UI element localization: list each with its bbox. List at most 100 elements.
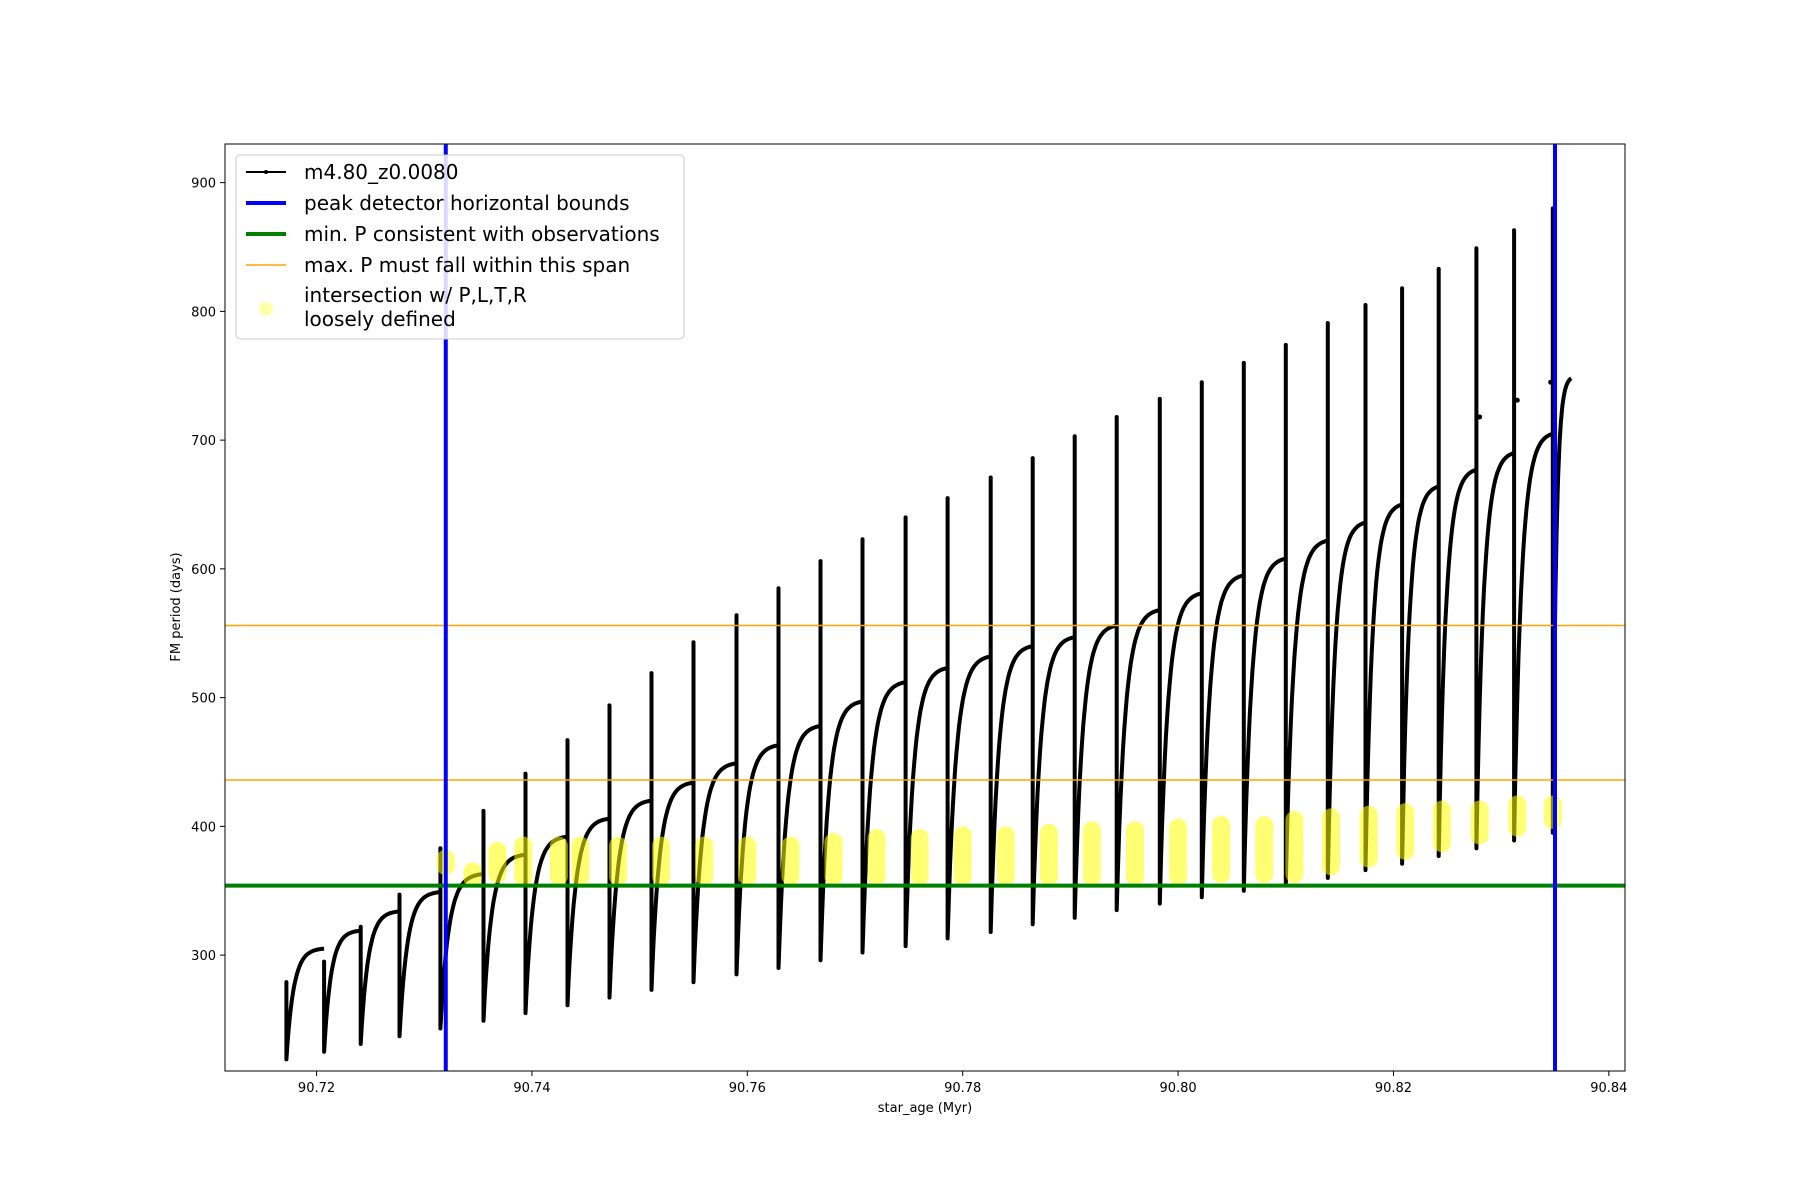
pulse-cycle-curve bbox=[903, 517, 949, 949]
y-tick-label: 900 bbox=[191, 177, 216, 192]
pulse-spike-marker bbox=[1072, 434, 1077, 439]
x-tick-label: 90.72 bbox=[298, 1081, 335, 1096]
y-axis: 300 400 500 600 700 800 900 bbox=[191, 177, 225, 964]
pulse-cycle-curve bbox=[358, 909, 401, 1046]
pulse-spike-marker bbox=[988, 475, 993, 480]
pulse-cycle-curve bbox=[607, 705, 653, 1000]
legend-swatch-intersection bbox=[259, 302, 273, 316]
intersection-marker bbox=[1285, 810, 1304, 884]
pulse-cycle-curve bbox=[1436, 268, 1478, 858]
x-tick-label: 90.78 bbox=[944, 1081, 981, 1096]
intersection-marker bbox=[1470, 800, 1489, 845]
cycle-top-marker bbox=[1514, 397, 1520, 403]
y-tick-label: 500 bbox=[191, 692, 216, 707]
pulse-cycle-curve bbox=[1199, 382, 1245, 900]
legend-swatch-main-marker bbox=[264, 170, 268, 174]
intersection-marker bbox=[488, 841, 507, 884]
pulse-spike-marker bbox=[1030, 456, 1035, 461]
pulse-spike-marker bbox=[322, 959, 327, 964]
pulse-cycle-curve bbox=[1072, 436, 1118, 920]
x-tick-label: 90.84 bbox=[1590, 1081, 1627, 1096]
intersection-marker bbox=[652, 836, 671, 886]
pulse-spike-marker bbox=[1199, 380, 1204, 385]
y-tick-label: 300 bbox=[191, 949, 216, 964]
pulse-spike-marker bbox=[1241, 360, 1246, 365]
intersection-marker bbox=[1212, 816, 1231, 884]
intersection-marker bbox=[1322, 808, 1340, 876]
intersection-marker bbox=[910, 828, 929, 886]
pulse-cycle-curve bbox=[397, 890, 442, 1039]
x-tick-label: 90.76 bbox=[729, 1081, 766, 1096]
pulse-spike-marker bbox=[691, 640, 696, 645]
intersection-marker bbox=[824, 832, 843, 886]
pulse-cycle-curve bbox=[1474, 248, 1515, 851]
legend-label-main: m4.80_z0.0080 bbox=[304, 160, 459, 184]
intersection-marker bbox=[514, 836, 533, 886]
intersection-marker bbox=[996, 826, 1015, 886]
pulse-spike-marker bbox=[1474, 246, 1479, 251]
pulse-spike-marker bbox=[607, 703, 612, 708]
intersection-marker bbox=[1508, 795, 1527, 837]
series-horizontal-lines bbox=[225, 624, 1625, 888]
intersection-marker bbox=[738, 836, 757, 886]
pulse-spike-marker bbox=[903, 515, 908, 520]
pulse-cycle-curve bbox=[860, 539, 907, 955]
legend-label-intersection: intersection w/ P,L,T,R bbox=[304, 283, 527, 307]
intersection-marker bbox=[1126, 821, 1144, 886]
intersection-marker bbox=[1255, 816, 1274, 884]
pulse-spike-marker bbox=[818, 559, 823, 564]
pulse-spike-marker bbox=[649, 671, 654, 676]
pulse-spike-marker bbox=[1363, 302, 1368, 307]
intersection-marker bbox=[867, 828, 886, 886]
pulse-spike-marker bbox=[565, 738, 570, 743]
pulse-cycle-curve bbox=[565, 740, 611, 1008]
cycle-top-marker bbox=[1548, 379, 1554, 385]
legend-label-min-p: min. P consistent with observations bbox=[304, 222, 660, 246]
pulse-cycle-curve bbox=[1114, 416, 1161, 913]
x-axis: 90.72 90.74 90.76 90.78 90.80 90.82 90.84 bbox=[298, 1071, 1627, 1096]
pulse-spike-marker bbox=[523, 771, 528, 776]
pulse-spike-marker bbox=[1400, 286, 1405, 291]
intersection-marker bbox=[549, 836, 568, 886]
pulse-spike-marker bbox=[1512, 228, 1517, 233]
intersection-marker bbox=[609, 836, 628, 886]
pulse-spike-marker bbox=[481, 808, 486, 813]
pulse-spike-marker bbox=[358, 924, 363, 929]
y-tick-label: 600 bbox=[191, 563, 216, 578]
intersection-marker bbox=[953, 826, 972, 886]
legend-label-peak-bounds: peak detector horizontal bounds bbox=[304, 191, 630, 215]
pulse-spike-marker bbox=[1114, 414, 1119, 419]
plot-frame bbox=[224, 143, 1626, 1072]
legend-box bbox=[235, 154, 685, 340]
intersection-marker bbox=[1359, 805, 1378, 868]
pulse-cycle-curve bbox=[1512, 230, 1554, 843]
pulse-spike-marker bbox=[1325, 320, 1330, 325]
pulse-spike-marker bbox=[860, 537, 865, 542]
intersection-marker bbox=[1543, 795, 1562, 829]
pulse-cycle-curve bbox=[1363, 304, 1403, 873]
intersection-marker bbox=[695, 836, 714, 886]
x-tick-label: 90.74 bbox=[513, 1081, 550, 1096]
intersection-marker bbox=[1082, 821, 1101, 886]
intersection-marker bbox=[1039, 823, 1058, 886]
pulse-spike-marker bbox=[1157, 396, 1162, 401]
pulse-cycle-curve bbox=[818, 561, 864, 963]
series-intersections bbox=[436, 795, 1562, 889]
y-tick-label: 700 bbox=[191, 434, 216, 449]
pulse-spike-marker bbox=[1283, 342, 1288, 347]
pulse-cycle-curve bbox=[1241, 362, 1287, 893]
pulse-cycle-curve bbox=[988, 477, 1034, 934]
cycle-top-marker bbox=[1477, 414, 1483, 420]
pulse-spike-marker bbox=[945, 496, 950, 501]
intersection-marker bbox=[1432, 800, 1451, 853]
legend-label-max-p: max. P must fall within this span bbox=[304, 253, 630, 277]
pulse-cycle-curve bbox=[284, 946, 325, 1062]
pulse-spike-marker bbox=[284, 980, 289, 985]
intersection-marker bbox=[1169, 818, 1188, 886]
legend: m4.80_z0.0080 peak detector horizontal b… bbox=[235, 154, 685, 340]
intersection-marker bbox=[571, 836, 590, 886]
pulse-cycle-curve bbox=[322, 928, 362, 1054]
intersection-marker bbox=[1396, 803, 1415, 860]
pulse-spike-marker bbox=[397, 892, 402, 897]
